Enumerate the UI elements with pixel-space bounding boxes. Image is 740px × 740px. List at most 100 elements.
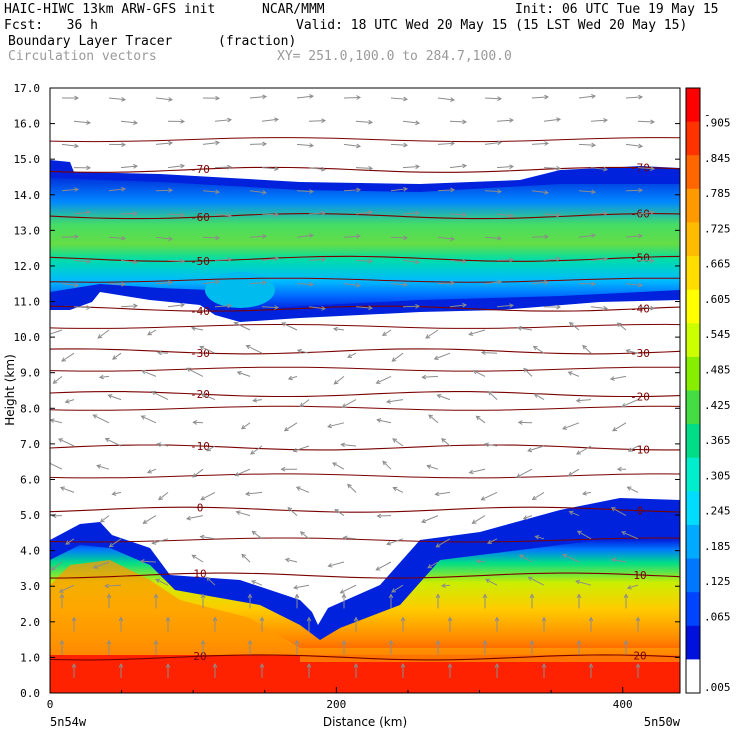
vector-head bbox=[415, 120, 421, 126]
vector-shaft bbox=[308, 306, 326, 310]
vector-shaft bbox=[427, 561, 439, 569]
vector-head bbox=[447, 616, 453, 622]
vector-head bbox=[576, 639, 582, 645]
vector-head bbox=[353, 662, 359, 668]
vector-shaft bbox=[296, 234, 314, 238]
vector-head bbox=[650, 119, 656, 125]
vector-shaft bbox=[141, 415, 157, 424]
vector-head bbox=[462, 212, 468, 218]
vector-head bbox=[306, 616, 312, 622]
vector-shaft bbox=[437, 236, 455, 240]
vector-head bbox=[142, 519, 148, 524]
vector-head bbox=[588, 616, 594, 622]
temperature-contour-line bbox=[50, 137, 680, 143]
vector-shaft bbox=[261, 257, 279, 261]
vector-shaft bbox=[50, 462, 63, 470]
vector-shaft bbox=[214, 213, 232, 217]
vector-head bbox=[610, 507, 616, 512]
vector-shaft bbox=[481, 491, 498, 501]
vector-shaft bbox=[612, 422, 627, 432]
vector-head bbox=[509, 303, 515, 308]
temperature-contour-label: 20 bbox=[193, 650, 206, 663]
vector-shaft bbox=[284, 422, 298, 432]
vector-shaft bbox=[543, 167, 561, 169]
vector-shaft bbox=[155, 142, 173, 145]
vector-head bbox=[529, 593, 535, 599]
colorbar-label: .125 bbox=[704, 575, 731, 588]
vector-head bbox=[447, 662, 453, 668]
vector-head bbox=[388, 639, 394, 645]
vector-shaft bbox=[155, 579, 169, 586]
vector-shaft bbox=[167, 213, 185, 216]
vector-head bbox=[104, 437, 110, 443]
vector-shaft bbox=[120, 165, 138, 169]
vector-head bbox=[621, 403, 627, 408]
vector-head bbox=[64, 398, 70, 404]
vector-shaft bbox=[155, 189, 173, 192]
vector-shaft bbox=[517, 327, 533, 331]
vector-head bbox=[415, 259, 421, 265]
vector-head bbox=[376, 513, 382, 519]
vector-shaft bbox=[294, 584, 310, 589]
vector-head bbox=[86, 305, 92, 310]
vector-head bbox=[385, 399, 391, 404]
vector-head bbox=[293, 585, 299, 590]
vector-shaft bbox=[234, 468, 251, 476]
colorbar-label: .005 bbox=[704, 681, 731, 694]
vector-head bbox=[556, 212, 562, 218]
vector-head bbox=[118, 616, 124, 622]
vector-shaft bbox=[109, 538, 122, 548]
vector-head bbox=[531, 495, 537, 501]
vector-head bbox=[368, 210, 374, 215]
vector-head bbox=[368, 305, 374, 311]
vector-head bbox=[356, 282, 362, 288]
vector-shaft bbox=[206, 445, 216, 452]
vector-shaft bbox=[562, 422, 580, 430]
vector-head bbox=[403, 235, 409, 241]
vector-head bbox=[612, 426, 618, 432]
vector-head bbox=[133, 211, 139, 216]
vector-head bbox=[240, 424, 246, 430]
vector-shaft bbox=[543, 257, 561, 261]
vector-head bbox=[200, 393, 206, 398]
vector-head bbox=[650, 258, 656, 264]
vector-head bbox=[227, 164, 233, 170]
vector-shaft bbox=[355, 167, 373, 169]
vector-head bbox=[333, 380, 339, 385]
vector-head bbox=[375, 379, 381, 384]
vector-head bbox=[391, 588, 397, 593]
temperature-contour-line bbox=[50, 654, 680, 661]
vector-head bbox=[86, 120, 92, 125]
vector-shaft bbox=[386, 538, 404, 545]
vector-head bbox=[347, 353, 353, 358]
temperature-contour-line bbox=[50, 506, 680, 513]
vector-shaft bbox=[392, 438, 404, 447]
vector-shaft bbox=[60, 486, 75, 493]
vector-shaft bbox=[236, 511, 251, 517]
vector-head bbox=[287, 507, 293, 512]
vector-shaft bbox=[61, 143, 79, 147]
vector-shaft bbox=[402, 212, 420, 215]
vector-head bbox=[241, 553, 247, 559]
vector-shaft bbox=[192, 554, 204, 563]
vector-shaft bbox=[73, 211, 91, 215]
vector-head bbox=[516, 473, 522, 478]
vector-head bbox=[199, 345, 205, 351]
vector-shaft bbox=[308, 167, 326, 171]
vector-shaft bbox=[621, 531, 639, 540]
vector-head bbox=[544, 234, 550, 240]
x-end-label: 5n50w bbox=[644, 715, 681, 729]
vector-shaft bbox=[234, 322, 251, 331]
vector-head bbox=[121, 281, 127, 287]
vector-head bbox=[638, 143, 644, 149]
vector-head bbox=[118, 662, 124, 668]
vector-head bbox=[180, 302, 186, 308]
vector-shaft bbox=[97, 329, 110, 339]
vector-shaft bbox=[617, 322, 627, 331]
vector-shaft bbox=[441, 584, 451, 587]
vector-shaft bbox=[143, 515, 157, 524]
vector-head bbox=[280, 466, 286, 472]
temperature-contour-label: -30 bbox=[190, 347, 210, 360]
vector-head bbox=[591, 281, 597, 287]
vector-shaft bbox=[484, 97, 502, 100]
